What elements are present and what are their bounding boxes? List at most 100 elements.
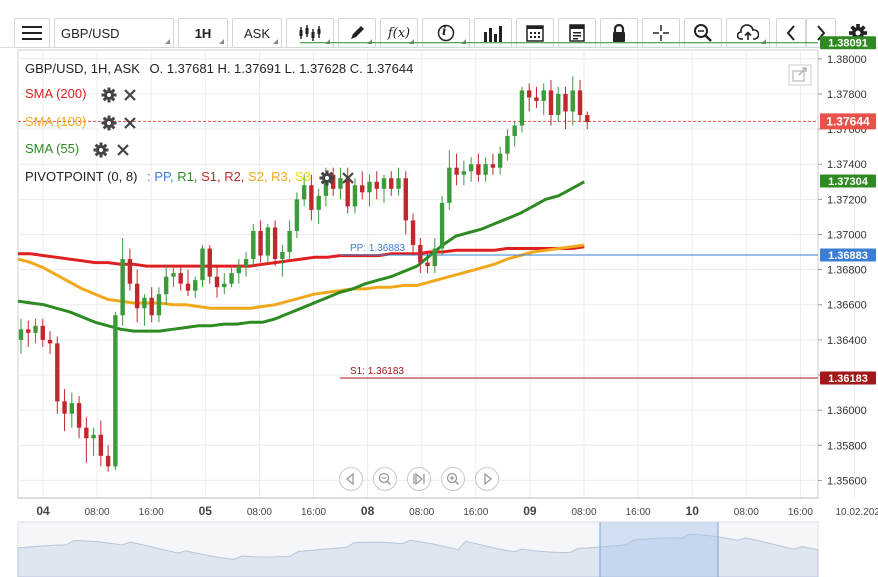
x-tick-label: 04 <box>36 504 50 518</box>
candle-body <box>251 230 256 260</box>
hamburger-icon <box>22 26 42 40</box>
zoom-in-icon[interactable] <box>440 466 466 492</box>
legend-sma200: SMA (200) <box>25 86 86 101</box>
calendar-icon <box>526 25 544 42</box>
candle-body <box>439 202 445 249</box>
x-tick-label: 08:00 <box>734 507 759 518</box>
candle-body <box>330 174 336 189</box>
symbol-selector[interactable]: GBP/USD <box>54 18 174 48</box>
candle-body <box>134 283 140 309</box>
candle-body <box>418 245 423 263</box>
candle-body <box>33 325 38 333</box>
sma200-close-icon[interactable] <box>122 87 138 103</box>
candle-body <box>490 164 496 168</box>
x-tick-label: 16:00 <box>626 507 651 518</box>
candle-body <box>570 90 575 112</box>
fx-icon: f(x) <box>387 25 411 41</box>
candle-body <box>105 455 111 467</box>
candle-body <box>374 181 379 189</box>
candle-body <box>40 325 45 340</box>
candle-body <box>18 329 24 340</box>
menu-button[interactable] <box>14 18 50 48</box>
candle-body <box>345 178 350 207</box>
candle-body <box>47 339 53 344</box>
candle-body <box>497 153 503 168</box>
interval-selector[interactable]: 1H <box>178 18 228 48</box>
price-side-selector[interactable]: ASK <box>232 18 282 48</box>
sma200-gear-icon[interactable] <box>101 87 117 103</box>
cloud-upload-icon <box>737 24 759 40</box>
sma200-label: SMA (200) <box>25 86 87 101</box>
info-icon <box>437 24 455 42</box>
candle-body <box>207 248 212 277</box>
candle-body <box>360 185 365 193</box>
legend-sma55: SMA (55) <box>25 141 79 156</box>
candle-body <box>403 178 408 221</box>
y-tick-label: 1.36400 <box>827 335 867 347</box>
y-tick-label: 1.36000 <box>827 405 867 417</box>
grid-layer <box>17 49 855 499</box>
popout-icon[interactable] <box>788 64 812 86</box>
pencil-icon <box>351 26 364 39</box>
candle-body <box>185 283 191 291</box>
pivot-item-0: PP, <box>154 169 174 184</box>
candlestick-icon <box>299 25 321 41</box>
candle-body <box>389 178 394 189</box>
candle-body <box>91 434 96 439</box>
candle-body <box>548 90 554 116</box>
candle-body <box>396 178 401 189</box>
candle-body <box>265 227 271 256</box>
price-tag-label-sma55: 1.37304 <box>828 176 869 188</box>
arrow-left-icon[interactable] <box>338 466 364 492</box>
lock-icon <box>613 23 625 42</box>
zoom-out-icon[interactable] <box>372 466 398 492</box>
sma100-gear-icon[interactable] <box>101 115 117 131</box>
candle-body <box>193 280 198 291</box>
candle-body <box>381 178 387 189</box>
x-tick-label: 08:00 <box>409 507 434 518</box>
crosshair-icon <box>653 25 669 41</box>
legend-pivot: PIVOTPOINT (0, 8) : PP, R1, S1, R2, S2, … <box>25 169 311 184</box>
x-tick-label: 16:00 <box>788 507 813 518</box>
x-axis: 04 08:00 16:00 05 08:00 16:00 08 08:00 16:00 09 08… <box>18 497 878 518</box>
candle-body <box>229 273 234 284</box>
candle-body <box>432 248 438 267</box>
pivot-close-icon[interactable] <box>340 170 356 186</box>
pivot-items: PP, R1, S1, R2, S2, R3, S3 <box>154 169 311 184</box>
pivot-item-2: S1, <box>197 169 221 184</box>
legend-ohlc: O. 1.37681 H. 1.37691 L. 1.37628 C. 1.37… <box>149 61 414 76</box>
bar-chart-icon <box>484 26 502 42</box>
x-tick-label: 08:00 <box>85 507 110 518</box>
candle-body <box>309 185 314 210</box>
candle-body <box>26 329 31 333</box>
arrow-right-icon[interactable] <box>474 466 500 492</box>
candle-body <box>577 90 583 116</box>
x-tick-label: 10 <box>686 504 700 518</box>
candle-body <box>272 227 278 260</box>
candle-body <box>98 434 104 456</box>
pivot-gear-icon[interactable] <box>319 170 335 186</box>
x-tick-label: 08:00 <box>247 507 272 518</box>
pivot-item-6: S3 <box>291 169 311 184</box>
sma55-close-icon[interactable] <box>115 142 131 158</box>
candle-body <box>505 136 510 154</box>
legend-symbol: GBP/USD, 1H, ASK <box>25 61 140 76</box>
candle-body <box>62 401 67 414</box>
price-side-label: ASK <box>243 25 270 41</box>
x-tick-label: 05 <box>199 504 213 518</box>
chart-legend: GBP/USD, 1H, ASK O. 1.37681 H. 1.37691 L… <box>18 56 538 196</box>
interval-label: 1H <box>194 25 212 41</box>
y-tick-label: 1.36800 <box>827 265 867 277</box>
navigator-area <box>17 533 819 577</box>
candle-body <box>236 266 241 274</box>
pivot-item-4: S2, <box>244 169 268 184</box>
candle-body <box>316 195 321 210</box>
sma100-close-icon[interactable] <box>122 115 138 131</box>
candle-body <box>120 259 125 316</box>
price-tag-pp <box>820 248 876 262</box>
reset-zoom-icon[interactable] <box>406 466 432 492</box>
candle-body <box>156 294 162 316</box>
sma55-gear-icon[interactable] <box>93 142 109 158</box>
legend-sma100: SMA (100) <box>25 114 86 129</box>
